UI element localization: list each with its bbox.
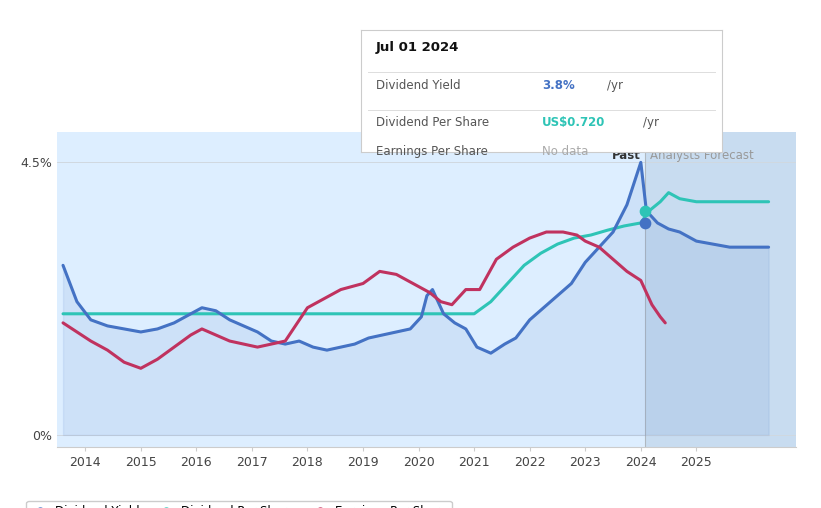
- Text: Dividend Yield: Dividend Yield: [376, 79, 461, 92]
- Text: /yr: /yr: [607, 79, 623, 92]
- Legend: Dividend Yield, Dividend Per Share, Earnings Per Share: Dividend Yield, Dividend Per Share, Earn…: [26, 500, 452, 508]
- Point: [639, 207, 652, 215]
- Text: US$0.720: US$0.720: [542, 116, 605, 129]
- Point: [639, 219, 652, 227]
- Text: Past: Past: [612, 149, 641, 162]
- Text: Dividend Per Share: Dividend Per Share: [376, 116, 488, 129]
- Text: No data: No data: [542, 145, 588, 158]
- Bar: [645, 132, 796, 447]
- Text: /yr: /yr: [643, 116, 659, 129]
- Text: Analysts Forecast: Analysts Forecast: [649, 149, 754, 162]
- Text: Jul 01 2024: Jul 01 2024: [376, 42, 459, 54]
- Text: Earnings Per Share: Earnings Per Share: [376, 145, 488, 158]
- Text: 3.8%: 3.8%: [542, 79, 575, 92]
